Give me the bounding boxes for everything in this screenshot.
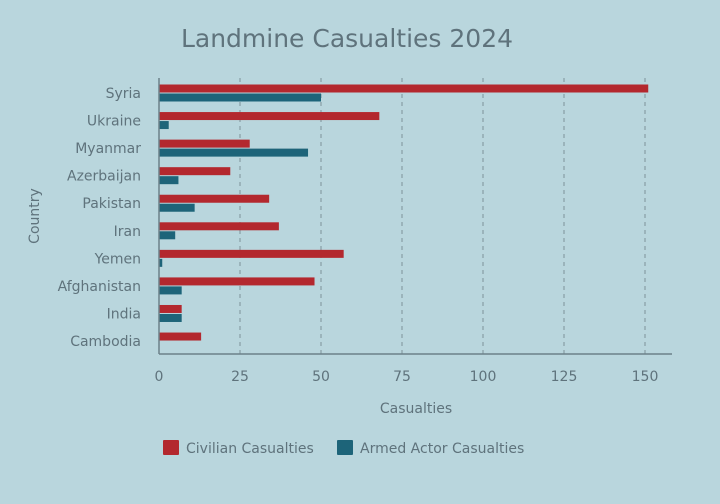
bar-civilian — [159, 332, 202, 341]
bar-civilian — [159, 304, 182, 313]
bar-civilian — [159, 112, 380, 121]
legend-label: Civilian Casualties — [186, 441, 314, 457]
chart-title: Landmine Casualties 2024 — [181, 24, 513, 53]
y-tick-label: Syria — [106, 86, 141, 102]
x-tick-label: 75 — [393, 369, 411, 385]
bar-civilian — [159, 277, 315, 286]
legend-swatch — [163, 440, 179, 455]
y-tick-label: Azerbaijan — [67, 169, 141, 185]
x-axis-label: Casualties — [380, 401, 452, 417]
bar-civilian — [159, 167, 231, 176]
bar-armed-actor — [159, 286, 182, 295]
bar-armed-actor — [159, 313, 182, 322]
x-tick-label: 25 — [231, 369, 249, 385]
bar-armed-actor — [159, 176, 179, 185]
x-tick-label: 50 — [312, 369, 330, 385]
bar-armed-actor — [159, 231, 176, 240]
x-tick-label: 100 — [470, 369, 497, 385]
bar-civilian — [159, 249, 344, 258]
y-tick-label: Myanmar — [75, 141, 141, 157]
bar-armed-actor — [159, 148, 309, 157]
axes: 0 25 50 75 100 125 150 Syria Ukraine Myanmar Azerb… — [58, 78, 672, 385]
legend-swatch — [337, 440, 353, 455]
bar-armed-actor — [159, 203, 195, 212]
legend: Civilian Casualties Armed Actor Casualtie… — [163, 440, 524, 457]
legend-label: Armed Actor Casualties — [360, 441, 524, 457]
bar-civilian — [159, 194, 270, 203]
bar-civilian — [159, 222, 279, 231]
y-tick-label: Cambodia — [70, 334, 141, 350]
bar-civilian — [159, 84, 649, 93]
bar-armed-actor — [159, 258, 163, 267]
y-tick-label: Pakistan — [82, 196, 141, 212]
x-tick-label: 125 — [551, 369, 578, 385]
bar-civilian — [159, 139, 250, 148]
y-tick-label: India — [107, 306, 141, 322]
bars — [159, 84, 649, 341]
y-tick-label: Ukraine — [87, 114, 141, 130]
x-tick-label: 0 — [155, 369, 164, 385]
x-tick-label: 150 — [632, 369, 659, 385]
bar-armed-actor — [159, 93, 321, 102]
y-tick-label: Yemen — [94, 251, 141, 267]
gridlines — [239, 78, 646, 354]
y-tick-label: Iran — [114, 224, 141, 240]
bar-armed-actor — [159, 121, 169, 130]
y-tick-label: Afghanistan — [58, 279, 141, 295]
y-axis-label: Country — [27, 188, 43, 244]
